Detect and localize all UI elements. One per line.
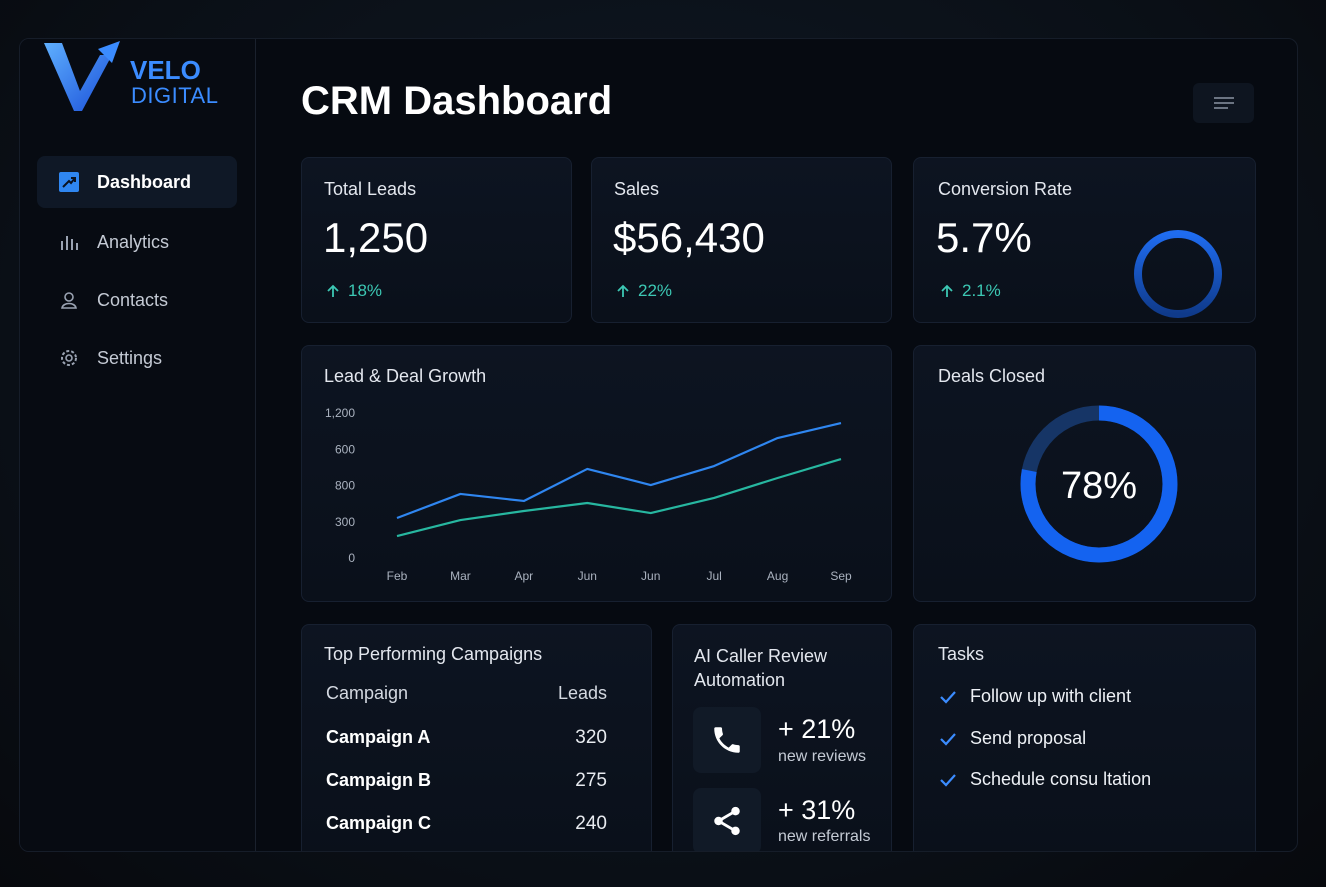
ai-card: AI Caller Review Automation + 21% new re… bbox=[672, 624, 892, 851]
brand-sub: DIGITAL bbox=[131, 83, 219, 108]
task-item[interactable]: Follow up with client bbox=[940, 686, 1131, 707]
x-tick-label: Jun bbox=[641, 569, 660, 583]
column-header: Campaign bbox=[326, 683, 409, 703]
donut-arc bbox=[1020, 405, 1178, 563]
campaign-leads: 275 bbox=[575, 770, 607, 791]
ai-label: new referrals bbox=[778, 828, 871, 845]
campaign-leads: 320 bbox=[575, 727, 607, 748]
nav-icon bbox=[61, 292, 77, 309]
nav-label: Settings bbox=[97, 347, 163, 368]
x-tick-label: Sep bbox=[830, 569, 852, 583]
y-tick-label: 1,200 bbox=[325, 406, 355, 420]
x-tick-label: Aug bbox=[767, 569, 788, 583]
ai-value: + 21% bbox=[778, 714, 856, 744]
donut-label: 78% bbox=[1061, 465, 1137, 507]
ai-title: AI Caller Review Automation bbox=[694, 646, 828, 690]
change-text: 22% bbox=[638, 281, 673, 300]
nav-label: Contacts bbox=[97, 289, 169, 310]
column-header: Leads bbox=[557, 683, 607, 703]
metric-label: Total Leads bbox=[324, 179, 417, 199]
line-chart: 1,200 600 800 300 0 Feb Mar Apr Jun Jun Jul Aug Sep bbox=[325, 406, 852, 583]
x-tick-label: Apr bbox=[515, 569, 534, 583]
menu-button[interactable] bbox=[1193, 83, 1254, 123]
campaign-name: Campaign A bbox=[326, 727, 431, 747]
chart-card: Lead & Deal Growth 1,200 600 800 300 0 Feb Mar… bbox=[301, 345, 892, 602]
metric-change: 18% bbox=[326, 281, 382, 301]
campaigns-card: Top Performing Campaigns Campaign Leads … bbox=[301, 624, 652, 851]
metric-value: $56,430 bbox=[613, 214, 765, 261]
nav-icon bbox=[61, 236, 78, 250]
campaign-name: Campaign C bbox=[326, 813, 432, 833]
nav-item[interactable]: Contacts bbox=[37, 274, 237, 326]
y-tick-label: 800 bbox=[335, 479, 355, 493]
sidebar: VELO DIGITAL Dashboard Analytics Contact… bbox=[20, 39, 256, 851]
x-tick-label: Jun bbox=[578, 569, 597, 583]
campaigns-title: Top Performing Campaigns bbox=[324, 644, 543, 664]
donut-chart: 78% bbox=[1020, 405, 1178, 563]
metric-card: Conversion Rate 5.7% 2.1% bbox=[913, 157, 1256, 323]
share-icon bbox=[714, 806, 740, 836]
icon-box bbox=[693, 788, 761, 851]
page-title: CRM Dashboard bbox=[301, 79, 613, 123]
metric-value: 5.7% bbox=[936, 214, 1032, 261]
metric-change: 2.1% bbox=[940, 281, 1001, 301]
deals-card: Deals Closed 78% bbox=[913, 345, 1256, 602]
x-tick-label: Jul bbox=[706, 569, 721, 583]
up-arrow bbox=[941, 284, 953, 297]
tasks-title: Tasks bbox=[938, 644, 985, 664]
metric-value: 1,250 bbox=[323, 214, 429, 261]
nav-label: Analytics bbox=[97, 231, 170, 252]
chart-title: Lead & Deal Growth bbox=[324, 366, 487, 386]
ring-decoration bbox=[1134, 230, 1222, 318]
nav-icon bbox=[61, 350, 77, 366]
nav-icon bbox=[59, 172, 79, 192]
check-icon bbox=[940, 690, 956, 704]
up-arrow bbox=[327, 284, 339, 297]
task-text: Schedule consu ltation bbox=[970, 769, 1152, 789]
metric-label: Conversion Rate bbox=[938, 179, 1073, 199]
check-icon bbox=[940, 773, 956, 787]
nav-item[interactable]: Dashboard bbox=[37, 156, 237, 208]
ai-label: new reviews bbox=[778, 748, 867, 765]
logo-mark bbox=[44, 41, 120, 111]
x-tick-label: Feb bbox=[387, 569, 408, 583]
nav-label: Dashboard bbox=[97, 171, 192, 192]
campaign-leads: 240 bbox=[575, 813, 607, 834]
task-text: Follow up with client bbox=[970, 686, 1132, 706]
check-icon bbox=[940, 732, 956, 746]
metric-label: Sales bbox=[614, 179, 660, 199]
ai-value: + 31% bbox=[778, 795, 856, 825]
nav-item[interactable]: Analytics bbox=[37, 216, 237, 268]
metric-card: Total Leads 1,250 18% bbox=[301, 157, 572, 323]
tasks-card: Tasks Follow up with client Send proposa… bbox=[913, 624, 1256, 851]
app-window: VELO DIGITAL Dashboard Analytics Contact… bbox=[19, 38, 1298, 852]
metric-card: Sales $56,430 22% bbox=[591, 157, 892, 323]
task-item[interactable]: Schedule consu ltation bbox=[940, 769, 1151, 790]
change-text: 18% bbox=[348, 281, 383, 300]
metric-change: 22% bbox=[616, 281, 672, 301]
data-line bbox=[396, 457, 842, 538]
y-tick-label: 300 bbox=[335, 515, 355, 529]
nav-item[interactable]: Settings bbox=[37, 332, 237, 384]
x-tick-label: Mar bbox=[450, 569, 471, 583]
menu-icon bbox=[1213, 97, 1234, 109]
campaign-name: Campaign B bbox=[326, 770, 432, 790]
y-tick-label: 0 bbox=[348, 551, 355, 565]
data-line bbox=[396, 421, 842, 520]
icon-box bbox=[693, 707, 761, 773]
phone-icon bbox=[714, 727, 740, 753]
task-item[interactable]: Send proposal bbox=[940, 728, 1086, 749]
change-text: 2.1% bbox=[962, 281, 1001, 300]
deals-title: Deals Closed bbox=[938, 366, 1046, 386]
up-arrow bbox=[617, 284, 629, 297]
y-tick-label: 600 bbox=[335, 442, 355, 456]
task-text: Send proposal bbox=[970, 728, 1087, 748]
brand-name: VELO bbox=[130, 55, 201, 85]
